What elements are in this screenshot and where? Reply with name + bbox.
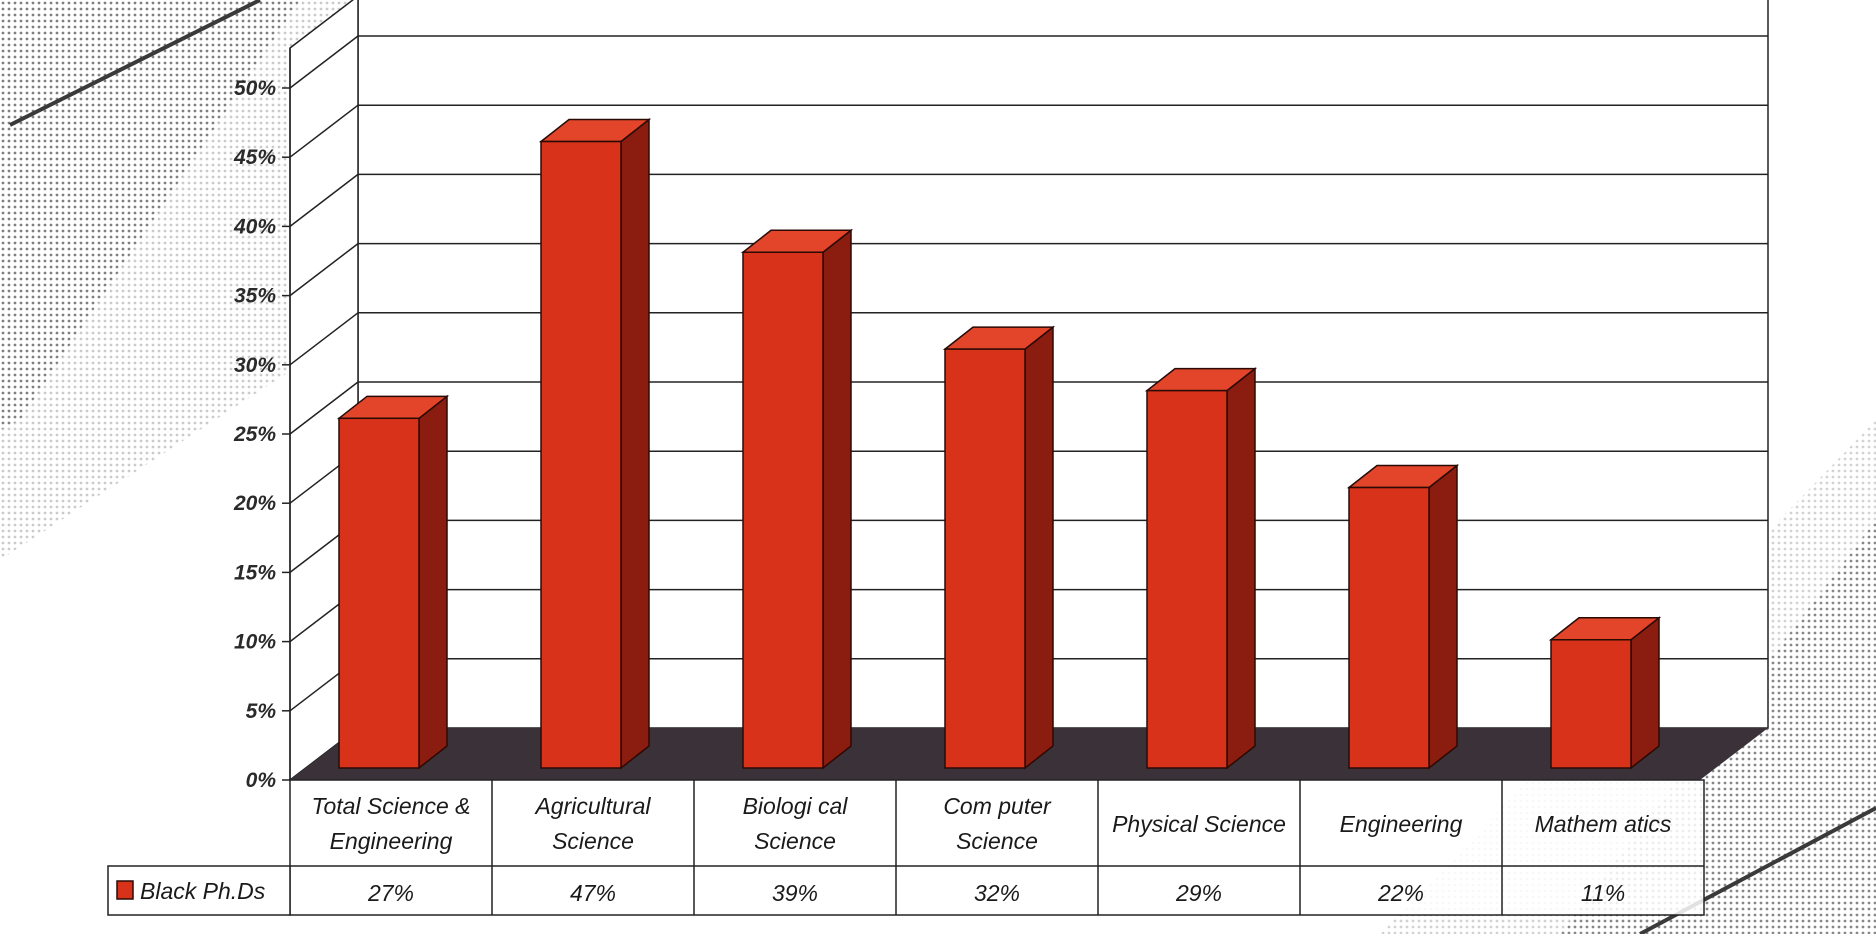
- x-tick-label: Biologi cal: [743, 793, 849, 819]
- bar: [742, 251, 824, 769]
- bar-group: [1548, 616, 1662, 770]
- data-table: Black Ph.Ds Total Science & Engineering 27%…: [107, 779, 1705, 916]
- grid-line-side: [289, 243, 359, 297]
- data-label: 47%: [570, 880, 616, 906]
- bar: [540, 140, 622, 769]
- grid-line-side: [289, 312, 359, 366]
- legend-cell: [107, 865, 291, 916]
- x-tick-label: Science: [956, 828, 1038, 854]
- bar-side: [620, 117, 650, 770]
- y-tick-label: 50%: [234, 77, 276, 100]
- y-tick-label: 45%: [233, 146, 276, 169]
- grid-line-side: [289, 173, 359, 227]
- bar-side: [822, 228, 852, 770]
- data-label: 22%: [1377, 880, 1424, 906]
- bar-group: [942, 325, 1056, 770]
- bar-side: [418, 394, 448, 770]
- bar-side: [1024, 325, 1054, 770]
- bars: [336, 117, 1662, 770]
- y-tick-label: 0%: [246, 769, 277, 792]
- y-tick-label: 10%: [234, 631, 276, 654]
- grid-line-side: [289, 381, 359, 435]
- bar-group: [740, 228, 854, 770]
- data-label: 27%: [367, 880, 414, 906]
- bar-side: [1428, 463, 1458, 770]
- grid-line-side: [289, 35, 359, 89]
- x-tick-label: Mathem atics: [1535, 811, 1672, 837]
- halftone-top-left: [0, 0, 300, 430]
- data-label: 39%: [772, 880, 818, 906]
- bar-group: [538, 117, 652, 770]
- y-axis-ticks: 0% 5% 10% 15% 20% 25% 30% 35% 40% 45% 50%: [233, 48, 291, 792]
- data-label: 11%: [1581, 880, 1625, 906]
- y-tick-label: 30%: [234, 354, 276, 377]
- x-tick-label: Com puter: [943, 793, 1052, 819]
- table-frame: [289, 779, 1705, 916]
- x-tick-label: Science: [754, 828, 836, 854]
- x-tick-label: Agricultural: [533, 793, 651, 819]
- bar-group: [1346, 463, 1460, 770]
- bar: [1550, 639, 1632, 769]
- x-tick-label: Engineering: [1340, 811, 1463, 837]
- y-tick-label: 20%: [233, 492, 276, 515]
- bar-side: [1226, 367, 1256, 770]
- data-label: 29%: [1175, 880, 1222, 906]
- bar: [944, 348, 1026, 769]
- x-tick-label: Engineering: [330, 828, 453, 854]
- x-tick-label: Total Science &: [312, 793, 471, 819]
- bar-group: [1144, 367, 1258, 770]
- decor-line-top: [9, 0, 261, 127]
- y-tick-label: 5%: [246, 700, 277, 723]
- x-tick-label: Physical Science: [1112, 811, 1286, 837]
- grid-line-side: [289, 104, 359, 158]
- x-tick-label: Science: [552, 828, 634, 854]
- bar: [1146, 389, 1228, 769]
- bar-side: [1630, 616, 1660, 770]
- bar-group: [336, 394, 450, 770]
- legend-label: Black Ph.Ds: [140, 878, 266, 904]
- y-tick-label: 40%: [233, 215, 276, 238]
- legend-swatch: [116, 880, 134, 900]
- y-tick-label: 25%: [233, 423, 276, 446]
- bar: [1348, 486, 1430, 769]
- data-label: 32%: [974, 880, 1020, 906]
- bar: [338, 417, 420, 769]
- y-tick-label: 35%: [234, 285, 276, 308]
- y-tick-label: 15%: [234, 561, 276, 584]
